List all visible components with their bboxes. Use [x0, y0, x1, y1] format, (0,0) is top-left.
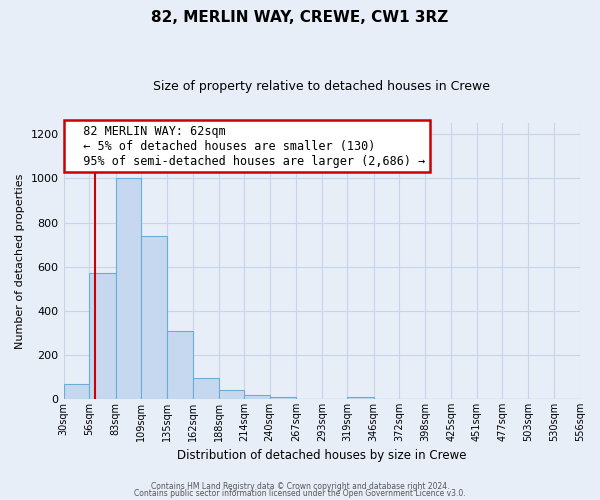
Bar: [270, 397, 296, 399]
Bar: [167, 330, 193, 399]
Text: 82 MERLIN WAY: 62sqm
  ← 5% of detached houses are smaller (130)
  95% of semi-d: 82 MERLIN WAY: 62sqm ← 5% of detached ho…: [69, 124, 425, 168]
Bar: [193, 378, 218, 399]
Text: Contains HM Land Registry data © Crown copyright and database right 2024.: Contains HM Land Registry data © Crown c…: [151, 482, 449, 491]
Text: Contains public sector information licensed under the Open Government Licence v3: Contains public sector information licen…: [134, 488, 466, 498]
Bar: [64, 384, 89, 399]
Bar: [244, 394, 270, 399]
Bar: [116, 178, 141, 399]
Bar: [141, 236, 167, 399]
X-axis label: Distribution of detached houses by size in Crewe: Distribution of detached houses by size …: [177, 450, 467, 462]
Text: 82, MERLIN WAY, CREWE, CW1 3RZ: 82, MERLIN WAY, CREWE, CW1 3RZ: [151, 10, 449, 25]
Bar: [347, 397, 374, 399]
Bar: [218, 390, 244, 399]
Y-axis label: Number of detached properties: Number of detached properties: [15, 174, 25, 349]
Title: Size of property relative to detached houses in Crewe: Size of property relative to detached ho…: [153, 80, 490, 93]
Bar: [89, 274, 116, 399]
